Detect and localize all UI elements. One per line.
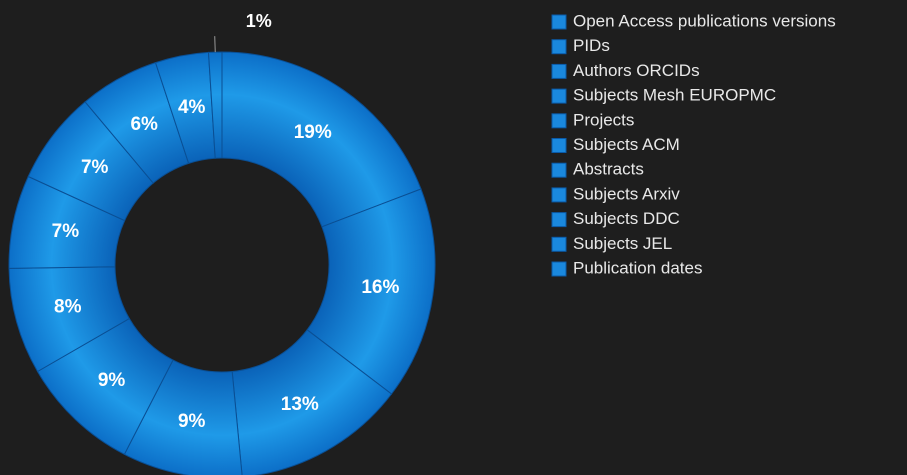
- legend-swatch: [551, 236, 567, 252]
- data-label: 9%: [98, 370, 126, 391]
- legend-label: Subjects DDC: [573, 209, 680, 228]
- data-label: 13%: [281, 394, 319, 415]
- data-label: 6%: [130, 114, 158, 135]
- legend-swatch: [551, 212, 567, 228]
- legend-swatch: [551, 63, 567, 79]
- data-label: 7%: [81, 157, 109, 178]
- legend-label: Abstracts: [573, 160, 644, 179]
- data-label: 16%: [361, 277, 399, 298]
- legend-label: Authors ORCIDs: [573, 61, 700, 80]
- data-label: 4%: [178, 97, 206, 118]
- legend-swatch: [551, 261, 567, 277]
- legend-label: Subjects ACM: [573, 135, 680, 154]
- legend-label: Projects: [573, 110, 634, 129]
- legend-swatch: [551, 138, 567, 153]
- leader-line: [214, 36, 216, 53]
- legend-swatch: [551, 113, 567, 129]
- legend-swatch: [551, 88, 567, 104]
- legend-label: Publication dates: [573, 258, 702, 277]
- legend-label: PIDs: [573, 36, 610, 55]
- slice: [207, 51, 223, 159]
- data-label: 9%: [178, 411, 206, 432]
- data-label: 1%: [246, 11, 272, 31]
- legend-label: Subjects Mesh EUROPMC: [573, 86, 776, 105]
- legend-swatch: [551, 187, 567, 203]
- slice: [231, 329, 393, 475]
- data-label: 19%: [294, 122, 332, 143]
- legend-label: Subjects JEL: [573, 234, 672, 253]
- legend-swatch: [551, 14, 567, 30]
- data-label: 7%: [52, 221, 80, 242]
- slice: [306, 188, 436, 395]
- legend-label: Subjects Arxiv: [573, 184, 680, 203]
- data-label: 8%: [54, 297, 82, 318]
- legend-swatch: [551, 162, 567, 178]
- legend-label: Open Access publications versions: [573, 11, 836, 30]
- slice: [221, 51, 422, 228]
- legend-swatch: [551, 39, 567, 55]
